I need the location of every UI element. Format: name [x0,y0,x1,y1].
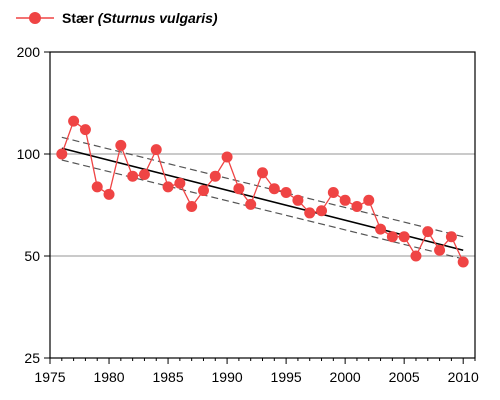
data-point-1998 [316,205,328,217]
data-point-1981 [115,139,127,151]
x-tick-labels: 1975 1980 1985 1990 1995 2000 2005 2010 [34,369,479,385]
data-point-2004 [386,231,398,243]
data-point-1978 [79,124,91,136]
y-tick-label-50: 50 [24,248,40,264]
data-point-1993 [257,167,268,179]
axes [44,51,476,364]
data-point-1995 [280,186,292,198]
data-point-2008 [434,244,446,256]
data-point-2001 [351,200,363,212]
x-tick-label-1980: 1980 [93,369,124,385]
data-point-1992 [245,198,257,210]
x-tick-label-2010: 2010 [448,369,479,385]
data-point-1980 [103,188,115,200]
data-point-1994 [268,183,280,195]
y-tick-label-200: 200 [17,44,41,60]
data-point-1986 [174,177,186,189]
data-point-2003 [375,223,387,235]
data-point-2010 [457,256,469,268]
gridlines [50,153,475,257]
x-tick-label-1985: 1985 [152,369,183,385]
x-tick-label-2005: 2005 [389,369,420,385]
data-point-2002 [363,194,375,206]
y-tick-label-25: 25 [24,350,40,366]
legend-name: Stær [62,10,94,26]
data-point-1999 [327,186,339,198]
y-tick-label-100: 100 [17,146,41,162]
x-tick-label-2000: 2000 [330,369,361,385]
data-point-1997 [304,207,316,219]
x-tick-label-1990: 1990 [212,369,243,385]
data-point-1990 [221,151,233,163]
data-point-1991 [233,183,245,195]
series-starling [56,115,469,268]
data-point-1984 [150,144,162,156]
y-tick-labels: 25 50 100 200 [17,44,41,366]
x-tick-label-1975: 1975 [34,369,65,385]
data-point-2007 [422,226,434,238]
data-point-1979 [91,181,103,193]
confidence-upper-line [61,136,464,238]
legend-latin-name: (Sturnus vulgaris) [97,10,218,26]
data-point-2005 [398,231,410,243]
data-point-1982 [127,170,139,182]
data-point-2000 [339,194,351,206]
data-point-2006 [410,250,422,262]
data-point-1977 [68,115,80,127]
legend-marker [16,12,54,24]
data-point-1985 [162,181,174,193]
data-point-1976 [56,148,68,160]
plot-frame [49,51,476,359]
data-point-1987 [186,200,198,212]
data-point-2009 [445,231,457,243]
legend-label: Stær (Sturnus vulgaris) [62,10,218,26]
data-point-1983 [138,168,150,180]
x-tick-label-1995: 1995 [271,369,302,385]
data-point-1989 [209,170,221,182]
data-point-1996 [292,194,304,206]
data-point-1988 [197,185,209,197]
legend: Stær (Sturnus vulgaris) [14,6,218,30]
